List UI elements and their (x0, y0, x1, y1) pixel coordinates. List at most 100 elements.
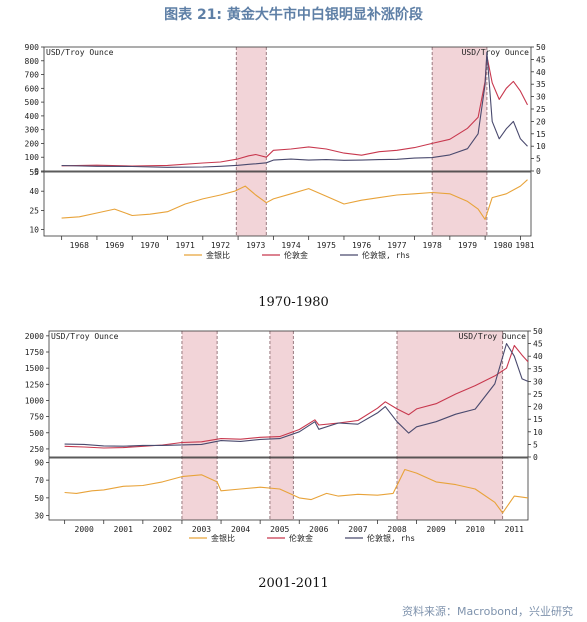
chart0-xtick-label-3: 1971 (176, 241, 195, 250)
chart1-xtick-label-5: 2005 (270, 525, 289, 534)
chart0-right-ytick-label-10: 50 (536, 43, 546, 52)
chart0-xtick-label-4: 1972 (211, 241, 230, 250)
chart1-series-1 (64, 343, 529, 447)
chart1-series-2 (64, 468, 529, 514)
chart0-right-ytick-label-8: 40 (536, 68, 546, 77)
chart0-xtick-label-2: 1970 (140, 241, 159, 250)
chart0-legend-label-1: 伦敦金 (284, 250, 308, 260)
chart0-xtick-label-13: 1981 (515, 241, 534, 250)
chart1-shaded-period-2 (397, 331, 503, 520)
chart1-xtick-label-11: 2011 (505, 525, 524, 534)
chart0-top-ytick-label-1: 100 (25, 153, 40, 162)
chart0-xtick-label-8: 1976 (352, 241, 371, 250)
chart0-top-ytick-label-3: 300 (25, 126, 40, 135)
chart0-right-ytick-label-2: 10 (536, 142, 546, 151)
chart0-right-axis-label: USD/Troy Ounce (462, 48, 530, 57)
chart1-right-ytick-label-7: 35 (533, 365, 543, 374)
chart1-bottom-ytick-label-2: 70 (34, 476, 44, 485)
chart1-top-ytick-label-1: 500 (30, 429, 45, 438)
chart0-legend-label-2: 伦敦银, rhs (362, 250, 410, 260)
chart1-legend-label-0: 金银比 (211, 533, 235, 543)
chart0-right-ytick-label-0: 0 (536, 167, 541, 176)
figure-title: 图表 21: 黄金大牛市中白银明显补涨阶段 (164, 7, 423, 23)
chart1-xtick-label-0: 2000 (75, 525, 94, 534)
chart1-xtick-label-10: 2010 (466, 525, 485, 534)
chart0-legend-label-0: 金银比 (206, 250, 230, 260)
chart0-xtick-label-5: 1973 (246, 241, 265, 250)
chart0-xtick-label-1: 1969 (105, 241, 124, 250)
chart-caption-1970-1980: 1970-1980 (258, 295, 329, 310)
chart0-bottom-ytick-label-0: 10 (29, 226, 39, 235)
chart0-top-ytick-label-4: 400 (25, 112, 40, 121)
chart0-top-ytick-label-8: 800 (25, 57, 40, 66)
chart1-xtick-label-6: 2006 (309, 525, 328, 534)
chart0-top-ytick-label-0: 0 (34, 167, 39, 176)
chart1-right-ytick-label-8: 40 (533, 352, 543, 361)
chart1-top-ytick-label-2: 750 (30, 413, 45, 422)
chart0-right-ytick-label-6: 30 (536, 93, 546, 102)
chart1-bottom-ytick-label-0: 30 (34, 512, 44, 521)
chart0-right-ytick-label-4: 20 (536, 117, 546, 126)
chart1-shaded-period-0 (181, 331, 218, 520)
chart1-bottom-ytick-label-3: 90 (34, 458, 44, 467)
chart1-xtick-label-8: 2008 (387, 525, 406, 534)
chart0-bottom-ytick-label-3: 55 (29, 168, 39, 177)
chart0-series-2 (61, 179, 528, 220)
chart1-left-axis-label: USD/Troy Ounce (51, 332, 119, 341)
chart0-xtick-label-12: 1980 (493, 241, 512, 250)
chart1-top-ytick-label-0: 250 (30, 445, 45, 454)
chart0-left-axis-label: USD/Troy Ounce (46, 48, 114, 57)
chart1-top-ytick-label-5: 1500 (25, 364, 44, 373)
chart0-top-ytick-label-2: 200 (25, 139, 40, 148)
chart1-right-ytick-label-6: 30 (533, 377, 543, 386)
chart0-series-0 (61, 55, 528, 167)
chart1-right-ytick-label-0: 0 (533, 453, 538, 462)
chart0-right-ytick-label-5: 25 (536, 105, 546, 114)
chart0-right-ytick-label-9: 45 (536, 55, 546, 64)
chart1-bottom-ytick-label-1: 50 (34, 494, 44, 503)
chart1-legend-label-1: 伦敦金 (289, 533, 313, 543)
chart0-top-ytick-label-7: 700 (25, 71, 40, 80)
chart1-shaded-period-1 (269, 331, 294, 520)
chart0-top-ytick-label-5: 500 (25, 98, 40, 107)
chart0-xtick-label-9: 1977 (387, 241, 406, 250)
chart1-xtick-label-7: 2007 (348, 525, 367, 534)
chart1-right-ytick-label-3: 15 (533, 415, 543, 424)
chart1-right-axis-label: USD/Troy Ounce (459, 332, 527, 341)
chart0-xtick-label-6: 1974 (281, 241, 300, 250)
chart1-right-ytick-label-2: 10 (533, 428, 543, 437)
chart1-legend-label-2: 伦敦银, rhs (367, 533, 415, 543)
chart0-xtick-label-0: 1968 (70, 241, 89, 250)
chart0-xtick-label-7: 1975 (317, 241, 336, 250)
chart0-top-ytick-label-9: 900 (25, 43, 40, 52)
chart0-xtick-label-10: 1978 (423, 241, 442, 250)
chart1-top-ytick-label-4: 1250 (25, 380, 44, 389)
chart1-top-ytick-label-3: 1000 (25, 396, 44, 405)
chart1-right-ytick-label-10: 50 (533, 327, 543, 336)
chart1-xtick-label-3: 2003 (192, 525, 211, 534)
chart1-right-ytick-label-9: 45 (533, 340, 543, 349)
chart1-right-ytick-label-5: 25 (533, 390, 543, 399)
chart0-series-1 (61, 51, 528, 168)
chart0-bottom-frame (43, 171, 532, 237)
chart1-top-ytick-label-6: 1750 (25, 348, 44, 357)
chart0-right-ytick-label-7: 35 (536, 80, 546, 89)
chart1-xtick-label-4: 2004 (231, 525, 250, 534)
chart0-right-ytick-label-1: 5 (536, 155, 541, 164)
chart1-xtick-label-9: 2009 (426, 525, 445, 534)
chart0-shaded-period-0 (236, 47, 267, 236)
chart1-xtick-label-2: 2002 (153, 525, 172, 534)
chart1-top-ytick-label-7: 2000 (25, 332, 44, 341)
chart0-bottom-ytick-label-2: 40 (29, 187, 39, 196)
chart1-bottom-frame (48, 457, 529, 521)
chart-caption-2001-2011: 2001-2011 (258, 576, 329, 591)
source-note: 资料来源：Macrobond，兴业研究 (402, 605, 573, 618)
chart0-bottom-ytick-label-1: 25 (29, 206, 39, 215)
chart1-right-ytick-label-1: 5 (533, 440, 538, 449)
chart1-xtick-label-1: 2001 (114, 525, 133, 534)
chart0-right-ytick-label-3: 15 (536, 130, 546, 139)
chart1-right-ytick-label-4: 20 (533, 403, 543, 412)
chart0-xtick-label-11: 1979 (458, 241, 477, 250)
chart0-top-ytick-label-6: 600 (25, 84, 40, 93)
